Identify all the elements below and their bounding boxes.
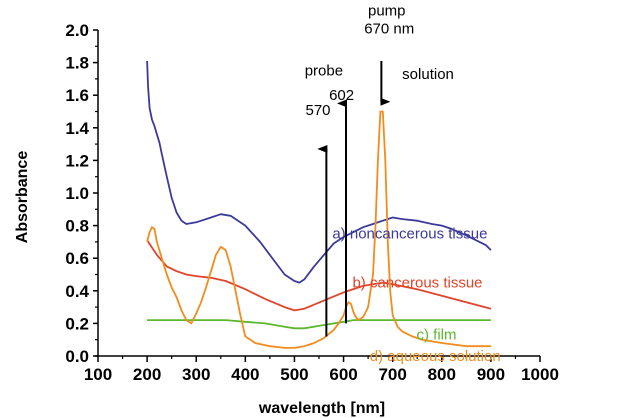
y-axis-title: Absorbance: [14, 151, 31, 244]
y-tick-label: 1.8: [65, 54, 89, 73]
series-label-3: c) film: [417, 327, 457, 344]
series-label-2: b) cancerous tissue: [352, 275, 482, 292]
annotation-3: probe: [305, 63, 343, 80]
series-line-4: [146, 110, 491, 349]
y-tick-label: 1.0: [65, 184, 89, 203]
x-tick-label: 1000: [521, 365, 559, 384]
x-tick-label: 200: [133, 365, 161, 384]
plot-series: [146, 60, 492, 349]
x-tick-label: 800: [428, 365, 456, 384]
y-tick-label: 2.0: [65, 21, 89, 40]
y-tick-label: 0.2: [65, 314, 89, 333]
x-tick-label: 300: [182, 365, 210, 384]
series-label-4: d) aqueous solution: [370, 348, 501, 365]
x-tick-label: 400: [231, 365, 259, 384]
x-axis: 100 200 300 400 500 600 700 800 900 1000: [84, 355, 559, 384]
x-tick-label: 600: [329, 365, 357, 384]
annotation-5: 570: [306, 102, 331, 119]
series-line-3: [147, 319, 491, 330]
series-labels: a) noncancerous tissue b) cancerous tissu…: [332, 226, 500, 365]
y-axis: 0.0 0.2 0.4 0.6 0.8 1.0 1.2 1.4 1.6 1.8 2.0: [65, 21, 99, 366]
y-tick-label: 1.2: [65, 151, 89, 170]
y-tick-label: 0.0: [65, 347, 89, 366]
arrows: [317, 60, 391, 337]
series-line-2: [146, 239, 492, 312]
y-tick-label: 0.8: [65, 217, 89, 236]
annotation-1: pump: [368, 2, 406, 19]
y-tick-label: 1.6: [65, 86, 89, 105]
annotation-6: solution: [402, 66, 454, 83]
x-tick-label: 500: [280, 365, 308, 384]
x-tick-label: 900: [477, 365, 505, 384]
x-tick-label: 700: [378, 365, 406, 384]
y-tick-label: 1.4: [65, 119, 89, 138]
annotation-4: 602: [329, 87, 354, 104]
x-tick-label: 100: [84, 365, 112, 384]
series-line-1: [146, 60, 492, 284]
series-label-1: a) noncancerous tissue: [332, 226, 487, 243]
y-tick-label: 0.4: [65, 282, 89, 301]
y-tick-label: 0.6: [65, 249, 89, 268]
x-axis-title: wavelength [nm]: [258, 400, 385, 417]
annotation-2: 670 nm: [364, 20, 414, 37]
